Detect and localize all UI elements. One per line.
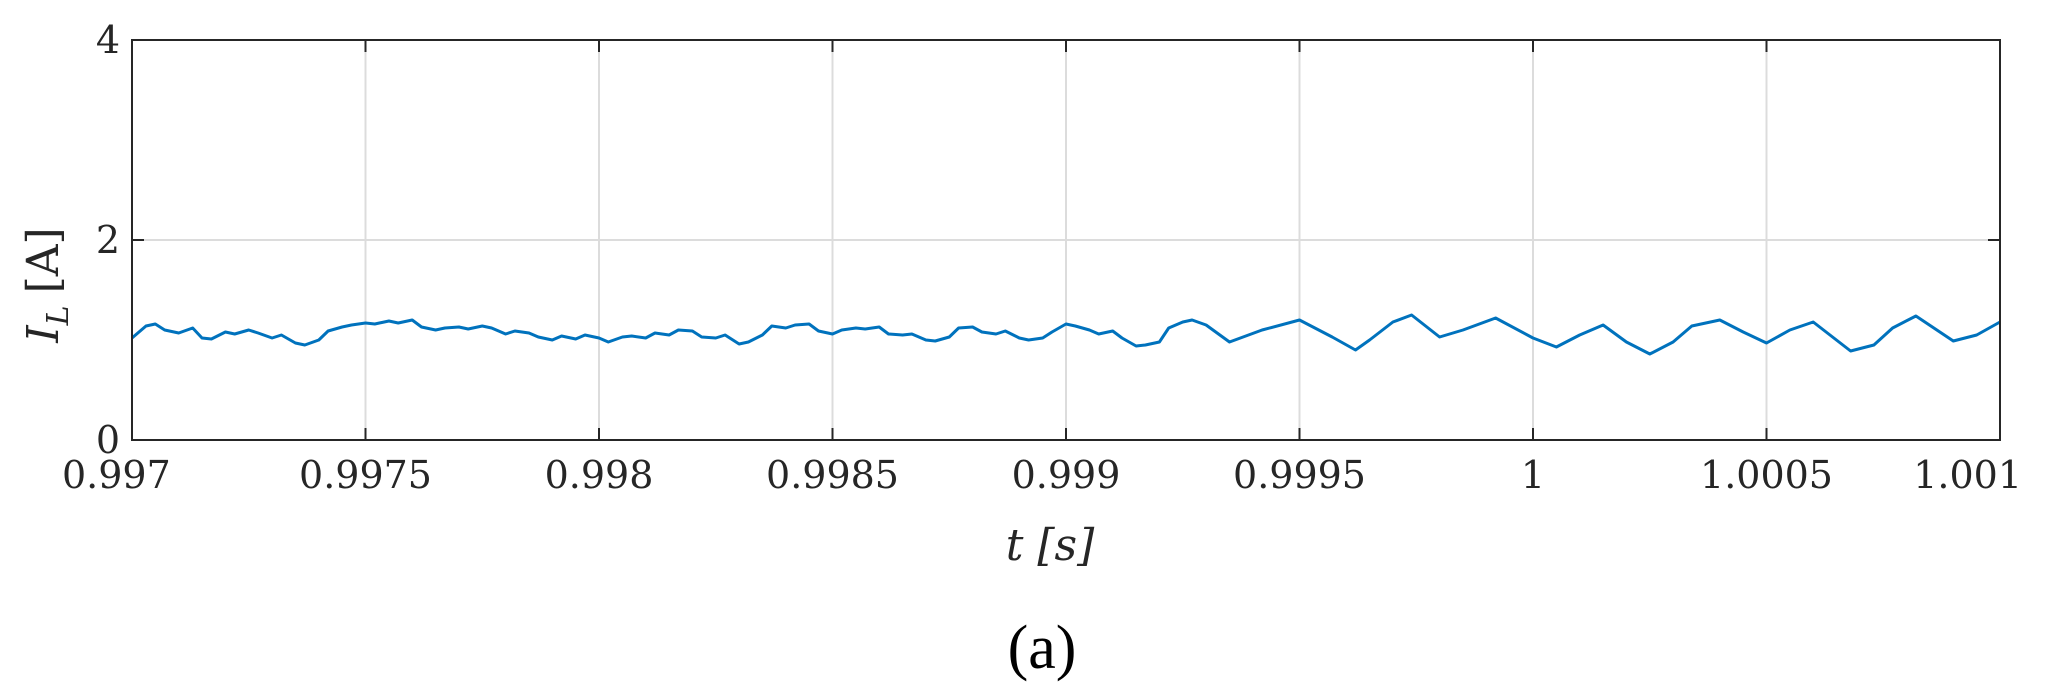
x-tick-label: 0.9985 [766, 453, 899, 497]
x-axis-label-text: t [s] [1006, 520, 1095, 571]
series-layer [131, 313, 2001, 356]
x-tick-labels: 0.997 0.9975 0.998 0.9985 0.999 0.9995 1 1.0005… [62, 453, 2022, 497]
x-tick-label: 1.001 [1913, 453, 2022, 497]
x-tick-label: 0.998 [545, 453, 654, 497]
tick-marks [131, 39, 2001, 441]
x-tick-label: 1.0005 [1700, 453, 1833, 497]
y-tick-labels: 0 2 4 [96, 18, 120, 462]
x-tick-label: 1 [1521, 453, 1545, 497]
series-line-il [131, 313, 2001, 356]
y-tick-label: 0 [96, 418, 120, 462]
x-tick-label: 0.9975 [299, 453, 432, 497]
y-tick-label: 4 [96, 18, 120, 62]
y-axis-label-unit: [A] [18, 227, 69, 293]
panel-label: (a) [1008, 614, 1077, 682]
y-tick-label: 2 [96, 218, 120, 262]
x-tick-label: 0.999 [1012, 453, 1121, 497]
y-axis-label: IL [A] [18, 227, 76, 343]
x-axis-label: t [s] [1006, 520, 1095, 571]
x-tick-label: 0.9995 [1233, 453, 1366, 497]
grid-lines [131, 40, 2001, 440]
x-tick-label: 0.997 [62, 453, 171, 497]
y-axis-label-sub: L [41, 305, 76, 326]
y-axis-label-main: I [18, 324, 69, 344]
